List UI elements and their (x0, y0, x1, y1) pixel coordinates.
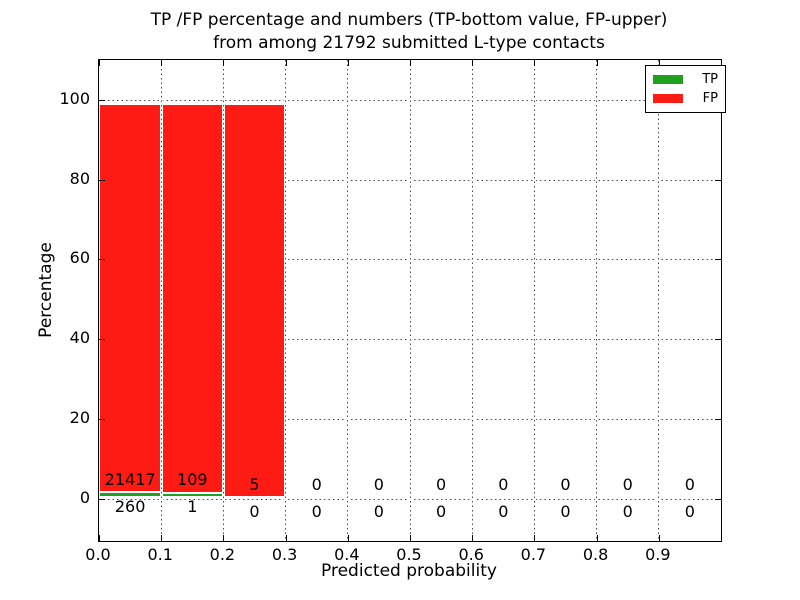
fp-count-label: 5 (249, 475, 260, 494)
tp-count-label: 0 (373, 502, 384, 521)
tick-mark-bottom (534, 535, 536, 541)
tick-mark-left (99, 259, 105, 261)
tick-mark-right (715, 339, 721, 340)
tick-mark-bottom (223, 535, 225, 541)
gridline-v (595, 60, 599, 541)
x-tick-label: 0.3 (271, 545, 298, 564)
gridline-v (532, 60, 536, 541)
tick-mark-right (715, 259, 721, 261)
plot-area: 21417 260 109 1 5 0 0 0 0 0 0 0 0 0 0 0 0 0 0 0 (98, 59, 722, 542)
tp-count-label: 1 (187, 497, 198, 516)
x-tick-label: 0.1 (147, 545, 173, 564)
tick-mark-right (715, 498, 721, 500)
x-tick-label: 0.8 (582, 545, 609, 564)
tick-mark-bottom (658, 535, 660, 541)
tick-mark-left (99, 418, 105, 420)
bar-fp (223, 103, 286, 498)
tick-mark-top (596, 60, 598, 66)
x-tick-label: 0.6 (458, 545, 484, 564)
y-tick-label: 60 (69, 248, 90, 268)
tick-mark-left (99, 498, 105, 500)
legend-row-tp: TP (651, 70, 720, 89)
tp-count-label: 0 (436, 502, 447, 521)
legend-label-tp: TP (702, 72, 718, 87)
tick-mark-left (99, 179, 105, 181)
y-tick-label: 0 (79, 487, 90, 507)
tick-mark-left (99, 339, 105, 340)
tick-mark-top (410, 60, 411, 66)
tick-mark-bottom (161, 535, 163, 541)
tick-mark-top (534, 60, 536, 66)
tick-mark-right (715, 179, 721, 181)
tick-mark-top (99, 60, 100, 66)
fp-count-label: 109 (177, 470, 208, 489)
tick-mark-top (658, 60, 660, 66)
tp-count-label: 0 (684, 502, 695, 521)
x-tick-label: 0.0 (85, 545, 111, 564)
tick-mark-bottom (99, 535, 100, 541)
bar-fp (99, 103, 162, 492)
tp-count-label: 0 (311, 502, 322, 521)
fp-count-label: 0 (498, 475, 509, 494)
x-tick-label: 0.9 (645, 545, 671, 564)
x-tick-label: 0.5 (396, 545, 422, 564)
bar-fp (161, 103, 224, 493)
tp-count-label: 0 (560, 502, 571, 521)
tick-mark-bottom (410, 535, 411, 541)
gridline-v (221, 60, 225, 541)
tick-mark-top (347, 60, 349, 66)
tick-mark-top (161, 60, 163, 66)
legend-box: TP FP (645, 65, 726, 113)
tp-color-swatch (653, 75, 683, 84)
tp-count-label: 0 (249, 502, 260, 521)
tick-mark-bottom (472, 535, 474, 541)
gridline-v (470, 60, 474, 541)
fp-count-label: 0 (373, 475, 384, 494)
tp-count-label: 0 (498, 502, 509, 521)
chart-title-line1: TP /FP percentage and numbers (TP-bottom… (150, 10, 668, 30)
tick-mark-left (99, 99, 105, 101)
gridline-v (657, 60, 661, 541)
x-tick-label: 0.4 (334, 545, 360, 564)
fp-count-label: 0 (311, 475, 322, 494)
gridline-v (284, 60, 288, 541)
y-tick-label: 20 (69, 407, 90, 427)
x-tick-label: 0.7 (520, 545, 547, 564)
legend-row-fp: FP (651, 89, 720, 108)
fp-count-label: 0 (684, 475, 695, 494)
tick-mark-bottom (596, 535, 598, 541)
gridline-v (408, 60, 412, 541)
tick-mark-bottom (347, 535, 349, 541)
tp-count-label: 0 (622, 502, 633, 521)
fp-count-label: 0 (622, 475, 633, 494)
tick-mark-bottom (285, 535, 287, 541)
fp-count-label: 0 (560, 475, 571, 494)
tick-mark-right (715, 418, 721, 420)
x-axis-label: Predicted probability (321, 561, 497, 581)
chart-title-line2: from among 21792 submitted L-type contac… (213, 33, 605, 53)
tick-mark-top (472, 60, 474, 66)
fp-count-label: 0 (436, 475, 447, 494)
tp-count-label: 260 (114, 497, 146, 516)
gridline-v (346, 60, 350, 541)
y-tick-label: 40 (69, 328, 90, 347)
tick-mark-top (285, 60, 287, 66)
tick-mark-top (223, 60, 225, 66)
x-tick-label: 0.2 (209, 545, 236, 564)
gridline-v (159, 60, 163, 541)
y-tick-label: 80 (69, 168, 90, 188)
legend-label-fp: FP (702, 91, 718, 106)
y-tick-label: 100 (59, 88, 90, 108)
fp-color-swatch (653, 94, 683, 103)
fp-count-label: 21417 (104, 470, 156, 489)
